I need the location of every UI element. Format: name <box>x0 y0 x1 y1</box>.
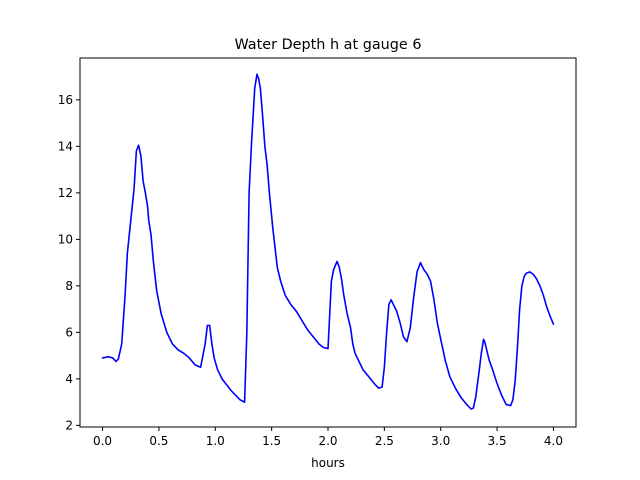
chart-title: Water Depth h at gauge 6 <box>234 37 421 53</box>
x-tick-label: 1.0 <box>206 434 225 448</box>
y-tick-label: 10 <box>58 232 73 246</box>
y-tick-label: 4 <box>65 372 73 386</box>
x-tick-label: 0.5 <box>149 434 168 448</box>
series-layer <box>101 73 555 410</box>
y-tick-label: 8 <box>65 279 73 293</box>
x-axis-label: hours <box>311 456 345 470</box>
x-tick-label: 2.0 <box>318 434 337 448</box>
y-axis: 2 4 6 8 10 12 14 16 <box>58 93 80 432</box>
x-tick-label: 3.5 <box>488 434 507 448</box>
y-tick-label: 6 <box>65 325 73 339</box>
x-tick-label: 0.0 <box>93 434 112 448</box>
x-tick-label: 4.0 <box>544 434 563 448</box>
x-axis: 0.0 0.5 1.0 1.5 2.0 2.5 3.0 3.5 4.0 <box>93 427 563 448</box>
x-tick-label: 3.0 <box>431 434 450 448</box>
y-tick-label: 2 <box>65 418 73 432</box>
plot-frame <box>79 57 577 428</box>
x-tick-label: 2.5 <box>375 434 394 448</box>
series-line-0 <box>101 73 555 410</box>
y-tick-label: 12 <box>58 186 73 200</box>
y-tick-label: 14 <box>58 139 73 153</box>
x-tick-label: 1.5 <box>262 434 281 448</box>
y-tick-label: 16 <box>58 93 73 107</box>
